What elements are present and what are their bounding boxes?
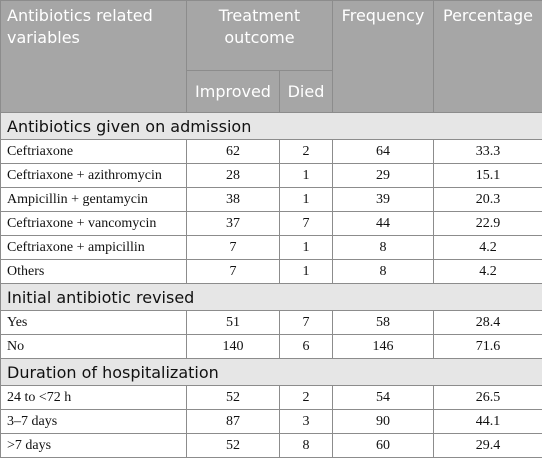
- improved-cell: 140: [186, 334, 280, 359]
- died-cell: 1: [279, 163, 333, 188]
- died-cell: 6: [279, 334, 333, 359]
- frequency-cell: 90: [332, 409, 434, 434]
- died-cell: 3: [279, 409, 333, 434]
- improved-cell: 37: [186, 211, 280, 236]
- improved-cell: 28: [186, 163, 280, 188]
- section-header-row: Duration of hospitalization: [0, 358, 542, 386]
- percentage-cell: 26.5: [433, 385, 542, 410]
- percentage-cell: 4.2: [433, 235, 542, 260]
- row-label-cell: >7 days: [0, 433, 187, 458]
- frequency-cell: 64: [332, 139, 434, 164]
- frequency-cell: 39: [332, 187, 434, 212]
- table-row: Yes 51 7 58 28.4: [0, 310, 542, 335]
- percentage-cell: 4.2: [433, 259, 542, 284]
- section-title: Duration of hospitalization: [0, 358, 542, 386]
- row-label-cell: No: [0, 334, 187, 359]
- row-label-cell: Ceftriaxone: [0, 139, 187, 164]
- section-header-row: Antibiotics given on admission: [0, 112, 542, 140]
- died-cell: 7: [279, 310, 333, 335]
- table-row: Ampicillin + gentamycin 38 1 39 20.3: [0, 187, 542, 212]
- antibiotics-outcome-table: Antibiotics related variables Treatment …: [0, 0, 542, 458]
- table-row: Ceftriaxone + vancomycin 37 7 44 22.9: [0, 211, 542, 236]
- percentage-cell: 15.1: [433, 163, 542, 188]
- table-row: >7 days 52 8 60 29.4: [0, 433, 542, 458]
- improved-cell: 52: [186, 385, 280, 410]
- frequency-cell: 8: [332, 259, 434, 284]
- table-row: Ceftriaxone + azithromycin 28 1 29 15.1: [0, 163, 542, 188]
- row-label-cell: 3–7 days: [0, 409, 187, 434]
- percentage-cell: 29.4: [433, 433, 542, 458]
- improved-cell: 51: [186, 310, 280, 335]
- table-row: 3–7 days 87 3 90 44.1: [0, 409, 542, 434]
- row-label-cell: Ceftriaxone + azithromycin: [0, 163, 187, 188]
- frequency-cell: 44: [332, 211, 434, 236]
- table-row: Ceftriaxone + ampicillin 7 1 8 4.2: [0, 235, 542, 260]
- table-row: 24 to <72 h 52 2 54 26.5: [0, 385, 542, 410]
- improved-cell: 38: [186, 187, 280, 212]
- section-title: Antibiotics given on admission: [0, 112, 542, 140]
- frequency-cell: 60: [332, 433, 434, 458]
- section-header-row: Initial antibiotic revised: [0, 283, 542, 311]
- row-label-cell: Ampicillin + gentamycin: [0, 187, 187, 212]
- frequency-cell: 146: [332, 334, 434, 359]
- improved-cell: 87: [186, 409, 280, 434]
- improved-cell: 7: [186, 259, 280, 284]
- died-cell: 2: [279, 139, 333, 164]
- row-label-cell: Others: [0, 259, 187, 284]
- percentage-cell: 33.3: [433, 139, 542, 164]
- died-cell: 2: [279, 385, 333, 410]
- section-title: Initial antibiotic revised: [0, 283, 542, 311]
- header-improved: Improved: [186, 70, 280, 113]
- row-label-cell: Yes: [0, 310, 187, 335]
- table-row: Ceftriaxone 62 2 64 33.3: [0, 139, 542, 164]
- frequency-cell: 29: [332, 163, 434, 188]
- header-frequency: Frequency: [332, 0, 434, 113]
- improved-cell: 7: [186, 235, 280, 260]
- header-died: Died: [279, 70, 333, 113]
- table-row: No 140 6 146 71.6: [0, 334, 542, 359]
- frequency-cell: 8: [332, 235, 434, 260]
- percentage-cell: 28.4: [433, 310, 542, 335]
- row-label-cell: 24 to <72 h: [0, 385, 187, 410]
- header-percentage: Percentage: [433, 0, 542, 113]
- header-variables: Antibiotics related variables: [0, 0, 187, 113]
- died-cell: 8: [279, 433, 333, 458]
- died-cell: 1: [279, 259, 333, 284]
- improved-cell: 52: [186, 433, 280, 458]
- header-treatment-outcome: Treatment outcome: [186, 0, 333, 71]
- frequency-cell: 54: [332, 385, 434, 410]
- row-label-cell: Ceftriaxone + vancomycin: [0, 211, 187, 236]
- percentage-cell: 22.9: [433, 211, 542, 236]
- percentage-cell: 20.3: [433, 187, 542, 212]
- died-cell: 1: [279, 235, 333, 260]
- died-cell: 7: [279, 211, 333, 236]
- percentage-cell: 71.6: [433, 334, 542, 359]
- row-label-cell: Ceftriaxone + ampicillin: [0, 235, 187, 260]
- improved-cell: 62: [186, 139, 280, 164]
- frequency-cell: 58: [332, 310, 434, 335]
- percentage-cell: 44.1: [433, 409, 542, 434]
- table-row: Others 7 1 8 4.2: [0, 259, 542, 284]
- died-cell: 1: [279, 187, 333, 212]
- table-body: Antibiotics given on admission Ceftriaxon…: [0, 112, 542, 458]
